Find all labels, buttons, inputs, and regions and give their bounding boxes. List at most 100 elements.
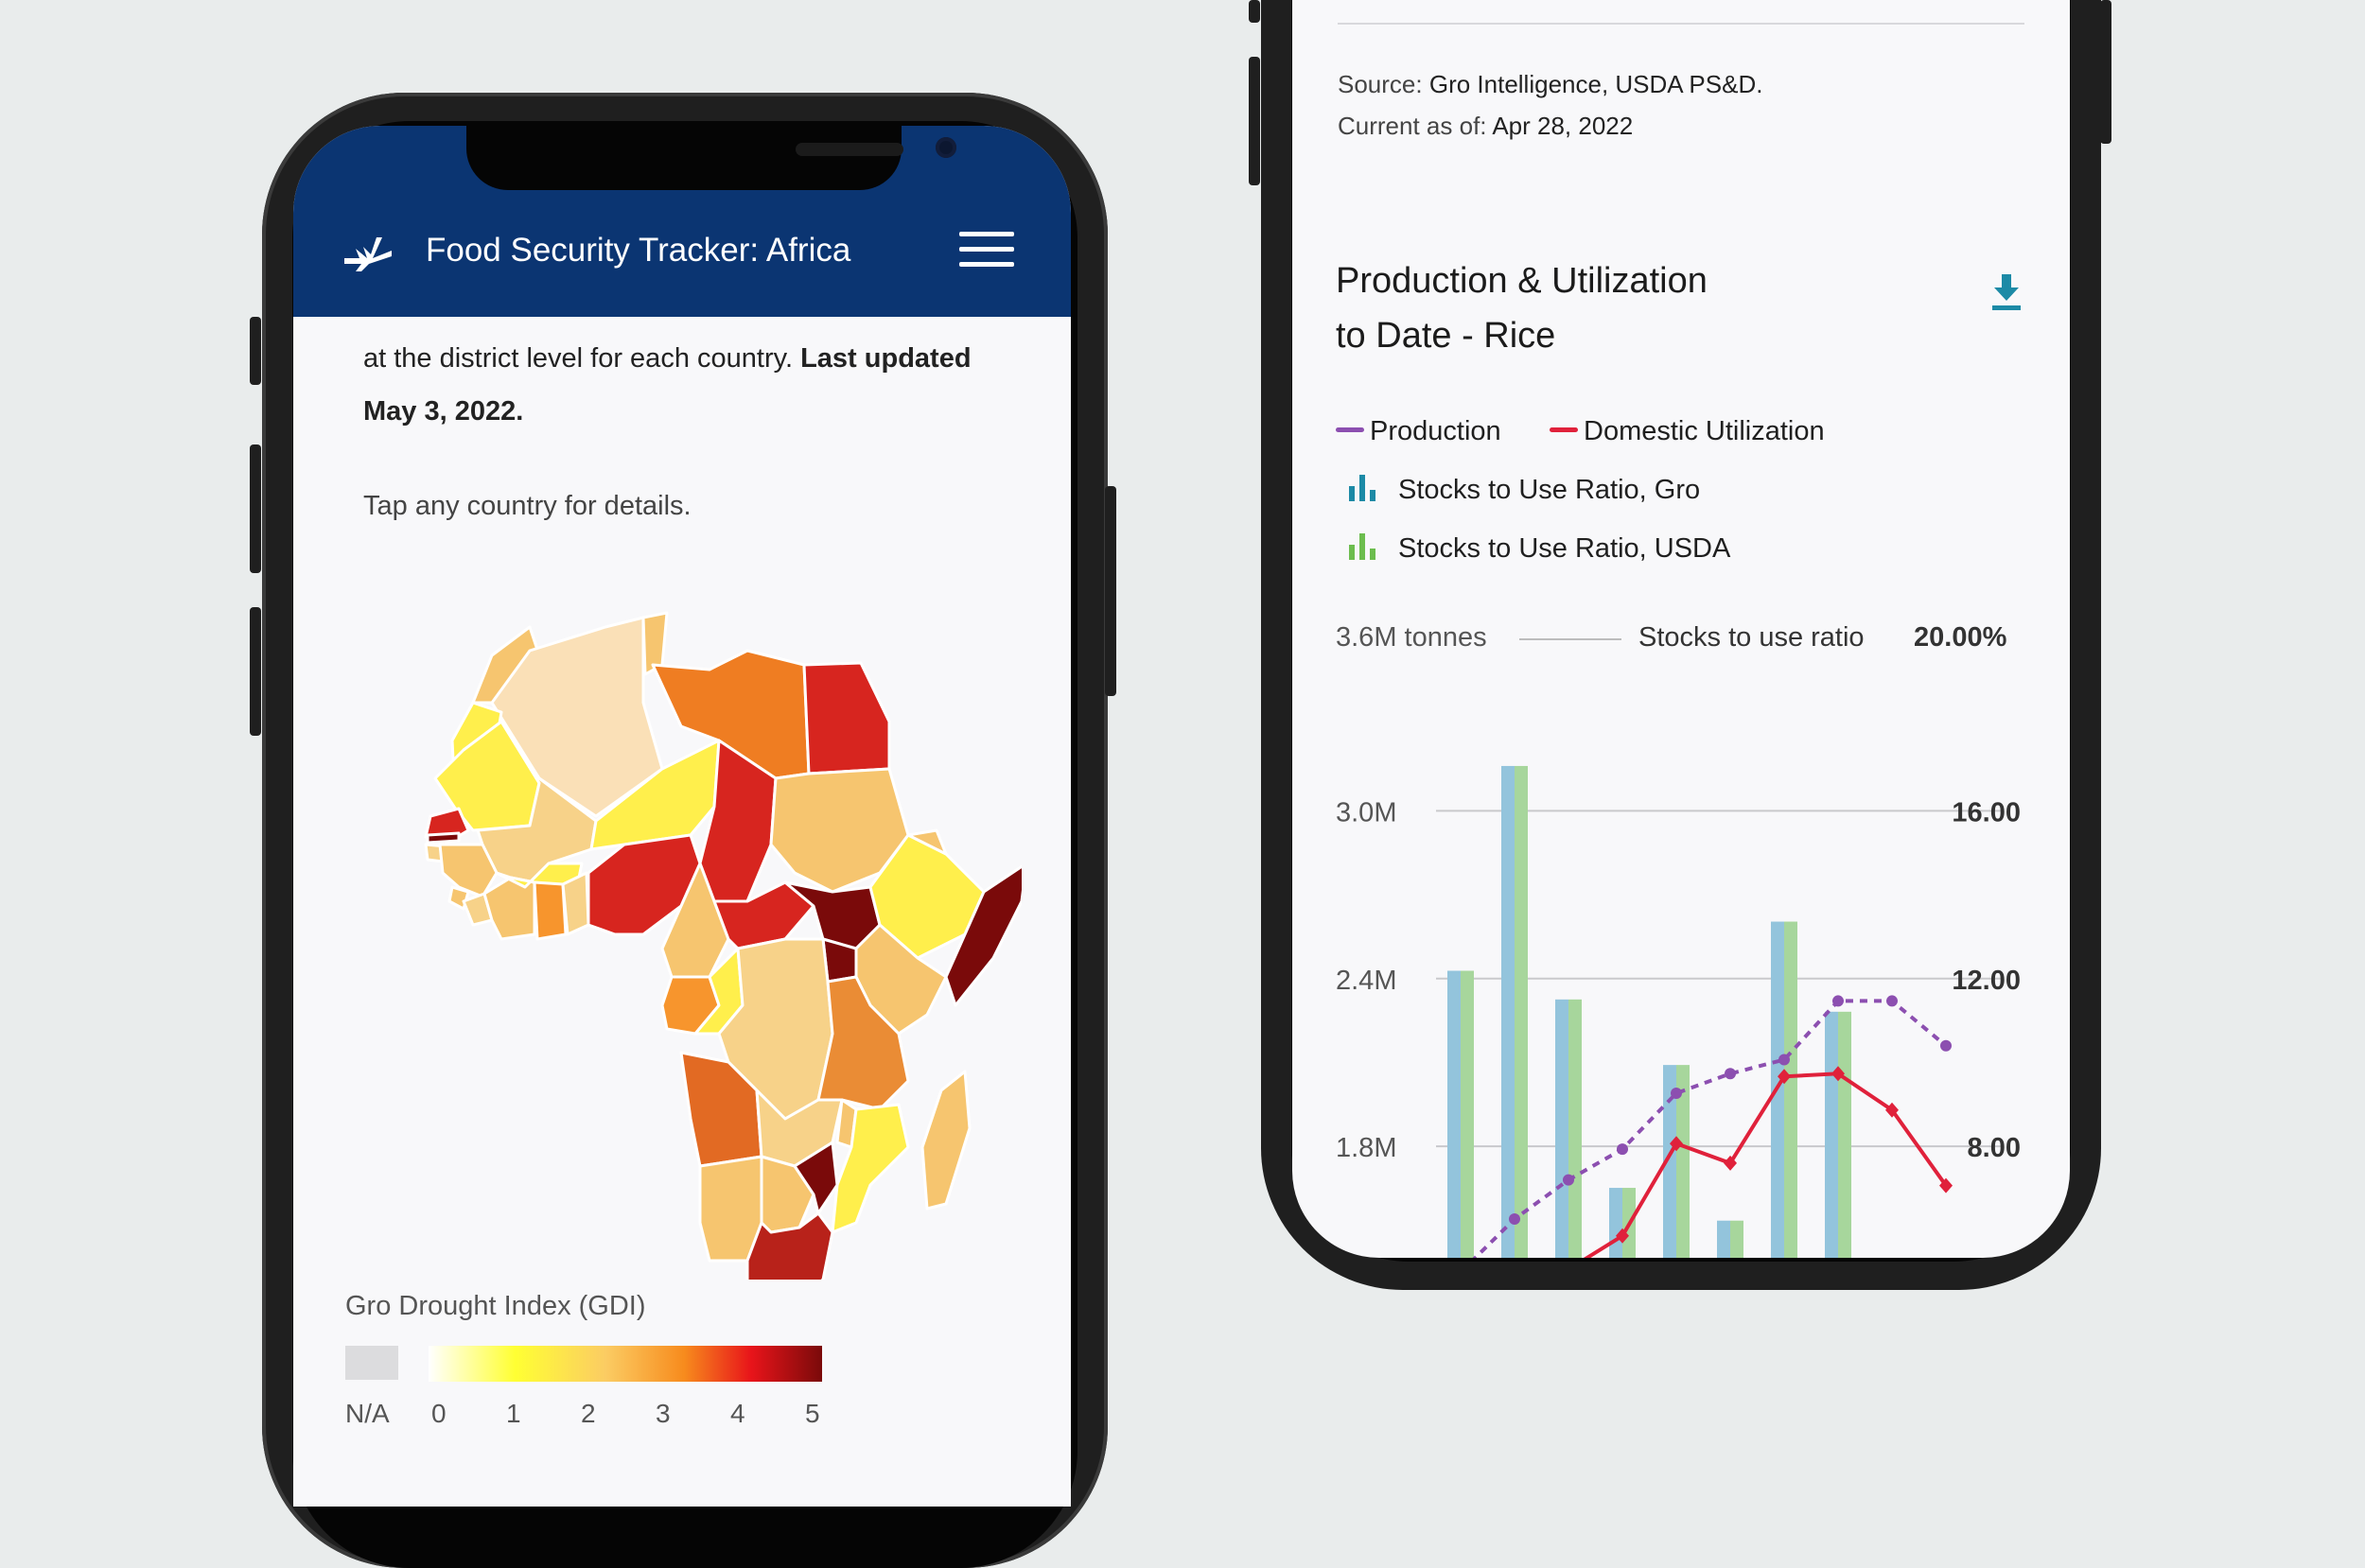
legend-title: Gro Drought Index (GDI) [345, 1291, 646, 1321]
mute-switch [250, 317, 261, 385]
chart-title-line1: Production & Utilization [1336, 261, 1708, 301]
right-mute-switch [1249, 0, 1260, 23]
intro-sentence: at the district level for each country. [363, 343, 794, 374]
legend-label-3: 3 [656, 1399, 671, 1428]
legend-na-swatch [345, 1346, 398, 1380]
left-phone-screen: Food Security Tracker: Africa at the dis… [293, 126, 1071, 1507]
left-axis-tick-label: 2.4M [1336, 966, 1396, 996]
production-point [1778, 1054, 1790, 1066]
bar-stocks-usda [1568, 999, 1582, 1258]
domestic-utilization-line [1583, 1071, 1948, 1258]
volume-down-button [250, 607, 261, 736]
production-point [1832, 995, 1844, 1007]
phone-notch [466, 126, 956, 190]
bar-stocks-gro [1501, 765, 1515, 1258]
current-label: Current as of: [1338, 112, 1487, 140]
left-axis-tick-label: 3.0M [1336, 797, 1396, 828]
legend-production-label: Production [1370, 416, 1501, 446]
production-point [1940, 1039, 1952, 1052]
left-axis-unit: 3.6M tonnes [1336, 622, 1487, 653]
legend-production[interactable]: Production [1336, 416, 1501, 447]
hamburger-menu-icon[interactable] [959, 230, 1014, 270]
bar-stocks-usda [1461, 970, 1474, 1258]
download-icon[interactable] [1992, 274, 2021, 310]
country-cameroon [660, 862, 730, 979]
bar-stocks-gro [1447, 970, 1461, 1258]
chart-title-line2: to Date - Rice [1336, 316, 1556, 356]
domestic-utilization-point [1939, 1177, 1953, 1193]
right-axis-max: 20.00% [1914, 622, 2007, 653]
country-somalia [944, 864, 1022, 1007]
power-button [1105, 486, 1116, 696]
legend-label-5: 5 [805, 1399, 820, 1428]
domestic-utilization-point [1670, 1136, 1683, 1152]
country-madagascar [920, 1070, 972, 1211]
legend-label-na: N/A [345, 1399, 390, 1428]
country-togo-benin [561, 871, 590, 936]
domestic-utilization-point [1885, 1102, 1899, 1118]
legend-domestic-utilization[interactable]: Domestic Utilization [1550, 416, 1825, 447]
bar-stocks-usda [1838, 1011, 1851, 1258]
africa-drought-map[interactable] [341, 561, 1022, 1280]
right-axis-unit: Stocks to use ratio [1638, 622, 1865, 653]
legend-stocks-usda[interactable]: Stocks to Use Ratio, USDA [1347, 533, 1730, 565]
left-axis-tick-label: 1.8M [1336, 1133, 1396, 1163]
legend-label-1: 1 [506, 1399, 521, 1428]
source-label: Source: [1338, 70, 1423, 98]
chart-title: Production & Utilization to Date - Rice [1336, 253, 1708, 363]
source-value: Gro Intelligence, USDA PS&D. [1428, 70, 1763, 98]
legend-domestic-label: Domestic Utilization [1584, 416, 1825, 446]
right-axis-tick-label: 12.00 [1952, 966, 2021, 996]
speaker-grill [796, 143, 903, 156]
bar-chart-icon-usda [1349, 533, 1375, 561]
bar-stocks-gro [1717, 1220, 1730, 1258]
country-mozambique [831, 1103, 910, 1234]
country-gambia [426, 831, 461, 845]
right-power-button [2100, 0, 2111, 144]
right-axis-tick-label: 8.00 [1968, 1133, 2021, 1163]
bar-stocks-gro [1555, 999, 1568, 1258]
production-line [1472, 999, 1948, 1258]
country-ghana [533, 880, 568, 941]
axis-header-rule [1519, 638, 1621, 640]
right-phone-screen: Source: Gro Intelligence, USDA PS&D. Cur… [1292, 0, 2070, 1258]
bar-stocks-gro [1609, 1188, 1622, 1258]
app-header: Food Security Tracker: Africa [293, 126, 1071, 317]
country-niger [589, 739, 721, 851]
section-divider [1338, 23, 2024, 25]
country-egypt [802, 661, 891, 775]
legend-stocks-gro-label: Stocks to Use Ratio, Gro [1398, 475, 1701, 505]
country-car [712, 880, 815, 950]
front-camera [936, 137, 956, 158]
country-eritrea [906, 828, 948, 856]
bar-stocks-gro [1825, 1011, 1838, 1258]
production-point [1509, 1213, 1520, 1226]
legend-label-4: 4 [730, 1399, 745, 1428]
domestic-utilization-point [1778, 1069, 1791, 1085]
bar-chart-icon-gro [1349, 475, 1375, 502]
country-south-africa [745, 1211, 834, 1280]
tap-instruction: Tap any country for details. [363, 491, 692, 521]
bar-stocks-usda [1515, 765, 1528, 1258]
country-tanzania [816, 975, 910, 1111]
legend-stocks-gro[interactable]: Stocks to Use Ratio, Gro [1347, 475, 1700, 506]
bar-stocks-usda [1730, 1220, 1743, 1258]
domestic-utilization-point [1831, 1066, 1845, 1082]
production-point [1563, 1174, 1574, 1186]
domestic-line-key [1550, 427, 1578, 432]
production-point [1886, 995, 1898, 1007]
legend-gradient-bar [429, 1346, 822, 1382]
right-volume-button [1249, 57, 1260, 185]
production-line-key [1336, 427, 1364, 432]
bar-stocks-usda [1784, 921, 1797, 1258]
legend-stocks-usda-label: Stocks to Use Ratio, USDA [1398, 533, 1731, 564]
domestic-utilization-point [1616, 1228, 1629, 1244]
right-axis-tick-label: 16.00 [1952, 797, 2021, 828]
production-point [1725, 1068, 1736, 1080]
gro-logo-icon[interactable] [341, 230, 394, 271]
country-zimbabwe [793, 1141, 839, 1215]
current-as-of-line: Current as of: Apr 28, 2022 [1338, 112, 1633, 141]
intro-text: at the district level for each country. … [363, 332, 1025, 438]
production-utilization-chart[interactable]: 3.0M 2.4M 1.8M 16.00 12.00 8.00 [1292, 719, 2070, 1258]
legend-label-2: 2 [581, 1399, 596, 1428]
